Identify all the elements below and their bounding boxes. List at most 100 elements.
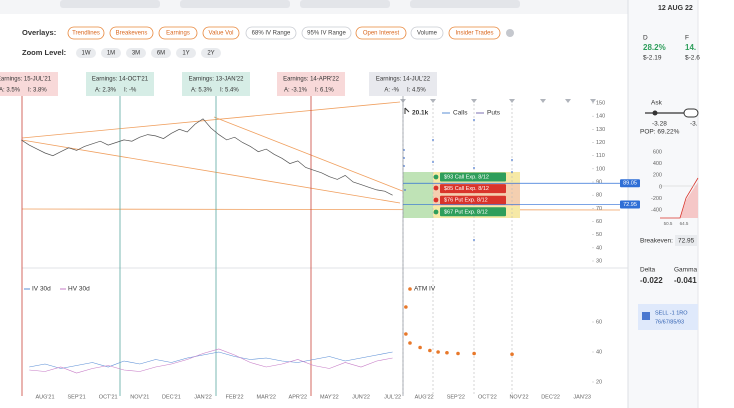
price-tag	[620, 200, 640, 209]
zoom-label: 3M	[132, 51, 140, 57]
help-icon[interactable]	[506, 29, 514, 37]
slider-handle[interactable]	[683, 108, 699, 118]
x-tick-label: SEP'21	[68, 394, 86, 400]
overlay-button[interactable]	[410, 26, 444, 40]
y-tick-label: 110	[596, 153, 605, 159]
pl-tick-label: 400	[653, 161, 662, 167]
zoom-button[interactable]	[176, 48, 196, 58]
earnings-implied: I: 4.5%	[407, 88, 426, 94]
earnings-actual: A: -%	[384, 88, 399, 94]
overlay-label: Breakevens	[116, 31, 148, 37]
legend-swatch	[408, 287, 412, 291]
price-tag-label: 89.05	[623, 181, 637, 187]
overlay-label: Volume	[417, 31, 438, 37]
y-tick-label: 50	[596, 232, 602, 238]
overlay-button[interactable]	[245, 26, 297, 40]
cut-button[interactable]	[410, 0, 520, 8]
legend-label: HV 30d	[68, 286, 90, 293]
profit-zone	[403, 172, 433, 218]
vol-line	[29, 348, 393, 374]
overlay-button[interactable]	[67, 26, 105, 40]
earnings-title: Earnings: 13-JAN'22	[189, 77, 245, 83]
d-label: D	[643, 35, 648, 42]
atm-iv-dot	[436, 350, 440, 354]
order-icon	[642, 312, 650, 320]
overlay-button[interactable]	[158, 26, 198, 40]
x-tick-label: JAN'22	[194, 394, 212, 400]
earnings-actual: A: 3.5%	[0, 88, 21, 94]
pl-tick-label: -400	[651, 207, 662, 213]
pl-loss-area	[668, 182, 698, 218]
oi-dots	[403, 119, 513, 241]
order-line: SELL -1 1RO	[655, 310, 688, 316]
overlay-label: Insider Trades	[455, 31, 493, 37]
earnings-title: Earnings: 14-APR'22	[283, 77, 340, 83]
cut-button[interactable]	[60, 0, 160, 8]
breakeven-label: Breakeven:	[640, 238, 673, 245]
d-val: $-2.19	[643, 55, 662, 62]
price-tag-label: 72.95	[623, 202, 637, 208]
cut-button[interactable]	[180, 0, 290, 8]
zoom-button[interactable]	[126, 48, 146, 58]
atm-iv-dot	[428, 348, 432, 353]
overlay-label: 68% IV Range	[252, 31, 291, 37]
position-box[interactable]	[440, 195, 506, 205]
f-pct: 14.	[685, 43, 696, 52]
y-tick-label: 60	[596, 319, 602, 325]
position-label: $76 Put Exp. 8/12	[444, 198, 488, 204]
pl-tick-label: -200	[651, 196, 662, 202]
cut-button[interactable]	[300, 0, 390, 8]
atm-iv-dot	[404, 305, 408, 309]
y-tick-label: 20	[596, 379, 602, 385]
overlay-button[interactable]	[448, 26, 501, 40]
breakeven-box	[675, 235, 697, 246]
delta: -0.022	[640, 276, 663, 285]
volume-legend: 20.1k	[412, 110, 429, 117]
overlay-button[interactable]	[109, 26, 154, 40]
ask-label: Ask	[651, 100, 663, 107]
earnings-title: Earnings: 14-JUL'22	[376, 77, 431, 83]
d-pct: 28.2%	[643, 43, 666, 52]
trendline	[21, 101, 401, 139]
position-box[interactable]	[440, 207, 506, 217]
zoom-label: 2Y	[207, 51, 214, 57]
calls-legend: Calls	[453, 110, 468, 117]
earnings-box	[369, 72, 437, 96]
atm-iv-dot	[472, 351, 476, 356]
earnings-title: Earnings: 14-OCT'21	[92, 77, 149, 83]
price-line	[21, 118, 393, 196]
position-label: $85 Call Exp. 8/12	[444, 186, 489, 192]
overlay-button[interactable]	[301, 26, 352, 40]
overlay-label: Trendlines	[72, 31, 100, 37]
earnings-box	[0, 72, 58, 96]
overlays-label: Overlays:	[22, 28, 56, 37]
pl-tick-label: 200	[653, 173, 662, 179]
earnings-actual: A: 5.3%	[191, 88, 213, 94]
earnings-implied: I: 6.1%	[315, 88, 334, 94]
position-box[interactable]	[440, 172, 506, 182]
position-box[interactable]	[440, 184, 506, 194]
y-tick-label: 130	[596, 127, 605, 133]
price-tag	[620, 179, 640, 188]
zoom-button[interactable]	[101, 48, 121, 58]
x-tick-label: MAR'22	[257, 394, 276, 400]
x-tick-label: APR'22	[289, 394, 307, 400]
atm-iv-dot	[408, 341, 412, 345]
overlay-button[interactable]	[202, 26, 240, 40]
legend-label: IV 30d	[32, 286, 51, 293]
slider-knob[interactable]	[652, 110, 658, 116]
pl-x-label: 64.5	[680, 221, 689, 226]
zoom-button[interactable]	[151, 48, 171, 58]
zoom-button[interactable]	[76, 48, 96, 58]
overlay-button[interactable]	[355, 26, 407, 40]
f-label: F	[685, 35, 689, 42]
atm-iv-dot	[445, 350, 449, 355]
ask-high: -3.	[690, 121, 698, 128]
zoom-button[interactable]	[201, 48, 221, 58]
earnings-actual: A: 2.3%	[95, 88, 117, 94]
trendline	[21, 139, 401, 204]
overlay-label: Open Interest	[363, 31, 400, 37]
y-tick-label: 90	[596, 179, 602, 185]
pl-x-label: 50.5	[664, 221, 673, 226]
